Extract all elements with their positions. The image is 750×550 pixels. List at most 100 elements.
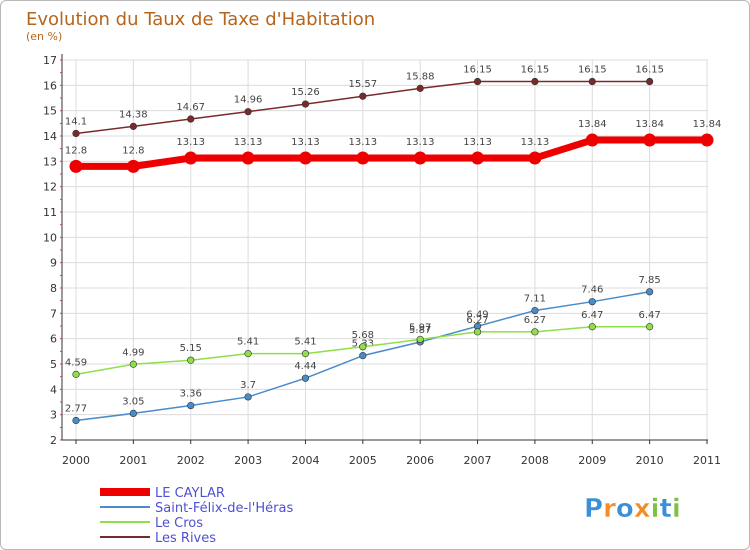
data-point xyxy=(187,401,195,410)
data-label: 6.27 xyxy=(524,315,546,326)
y-tick-label: 15 xyxy=(43,105,57,118)
logo-text: Proxiti xyxy=(584,494,681,524)
data-point xyxy=(646,77,654,86)
data-label: 5.97 xyxy=(409,322,431,333)
y-tick-label: 8 xyxy=(50,282,57,295)
data-label: 16.15 xyxy=(578,65,607,76)
y-tick-label: 10 xyxy=(43,231,57,244)
data-point xyxy=(187,115,195,123)
data-point xyxy=(241,151,255,165)
x-tick-label: 2009 xyxy=(578,454,606,467)
data-point xyxy=(301,100,310,108)
data-label: 3.36 xyxy=(180,389,202,400)
logo-letter: r xyxy=(603,494,616,524)
data-point xyxy=(416,84,424,92)
data-point xyxy=(187,356,195,364)
x-tick-label: 2003 xyxy=(234,454,262,467)
data-label: 13.84 xyxy=(693,119,722,130)
legend-label: LE CAYLAR xyxy=(155,486,225,501)
data-label: 5.68 xyxy=(352,330,374,341)
logo-letter: i xyxy=(651,494,660,524)
data-label: 12.8 xyxy=(122,145,144,156)
data-point xyxy=(129,409,137,418)
x-tick-label: 2010 xyxy=(636,454,664,467)
data-label: 16.15 xyxy=(521,65,550,76)
legend-label: Le Cros xyxy=(155,516,203,531)
data-label: 13.13 xyxy=(521,137,550,148)
data-label: 7.46 xyxy=(581,285,603,296)
data-point xyxy=(359,343,367,351)
data-point xyxy=(72,416,80,425)
data-point xyxy=(646,323,654,331)
legend-label: Les Rives xyxy=(155,531,216,546)
data-label: 7.85 xyxy=(639,275,661,286)
data-point xyxy=(416,335,424,344)
data-label: 5.41 xyxy=(294,337,316,348)
data-point xyxy=(72,129,80,138)
series-saint-f-lix-de-l-h-ras: 2.773.053.363.74.445.335.876.497.117.467… xyxy=(65,275,661,425)
data-label: 6.27 xyxy=(466,315,488,326)
x-tick-label: 2006 xyxy=(406,454,434,467)
data-label: 6.49 xyxy=(466,309,488,320)
y-tick-label: 3 xyxy=(50,409,57,422)
data-point xyxy=(298,151,312,165)
data-point xyxy=(301,350,310,358)
x-tick-label: 2008 xyxy=(521,454,549,467)
data-point xyxy=(244,393,252,401)
data-label: 5.15 xyxy=(180,343,202,354)
logo-letter: x xyxy=(634,494,651,524)
y-tick-label: 5 xyxy=(50,358,57,371)
x-tick-label: 2000 xyxy=(62,454,90,467)
data-point xyxy=(471,151,485,165)
data-point xyxy=(413,151,427,165)
data-label: 13.13 xyxy=(463,137,492,148)
data-label: 13.13 xyxy=(291,137,320,148)
data-point xyxy=(301,374,310,382)
x-tick-label: 2002 xyxy=(177,454,205,467)
y-tick-label: 6 xyxy=(50,333,57,346)
data-label: 13.84 xyxy=(635,119,664,130)
series-le-cros: 4.59 4.99 5.15 5.41 5.41 5.68 5.97 6.27 6.27 6.47… xyxy=(65,310,661,378)
logo-letter: t xyxy=(659,494,671,524)
y-tick-label: 9 xyxy=(50,257,57,270)
series-les-rives: 14.1 14.38 14.67 14.96 15.26 15.57 15.88 16.15 1… xyxy=(65,65,664,138)
y-tick-label: 13 xyxy=(43,155,57,168)
data-point xyxy=(643,133,657,147)
x-tick-label: 2001 xyxy=(119,454,147,467)
y-tick-label: 12 xyxy=(43,181,57,194)
data-point xyxy=(531,328,539,336)
data-point xyxy=(244,108,252,116)
data-label: 4.99 xyxy=(122,347,144,358)
y-tick-label: 17 xyxy=(43,54,57,67)
chart-title: Evolution du Taux de Taxe d'Habitation xyxy=(26,9,375,30)
data-point xyxy=(528,151,542,165)
x-tick-label: 2005 xyxy=(349,454,377,467)
data-point xyxy=(585,133,599,147)
data-label: 12.8 xyxy=(65,145,87,156)
data-point xyxy=(531,77,539,86)
data-point xyxy=(69,159,83,173)
data-label: 14.67 xyxy=(176,102,205,113)
data-label: 6.47 xyxy=(581,310,603,321)
data-point xyxy=(700,133,714,147)
y-tick-label: 11 xyxy=(43,206,57,219)
data-point xyxy=(129,360,137,368)
data-point xyxy=(473,77,482,86)
data-point xyxy=(588,298,596,306)
logo-letter: i xyxy=(672,494,681,524)
data-point xyxy=(531,306,539,315)
y-tick-label: 4 xyxy=(50,383,57,396)
data-point xyxy=(356,151,370,165)
data-label: 4.44 xyxy=(294,361,316,372)
data-label: 15.26 xyxy=(291,87,320,98)
data-label: 6.47 xyxy=(639,310,661,321)
data-label: 13.13 xyxy=(348,137,377,148)
data-point xyxy=(129,122,137,130)
chart-subtitle: (en %) xyxy=(26,30,62,43)
y-tick-label: 14 xyxy=(43,130,57,143)
y-tick-label: 2 xyxy=(50,434,57,447)
data-point xyxy=(588,323,596,331)
data-point xyxy=(72,370,80,378)
